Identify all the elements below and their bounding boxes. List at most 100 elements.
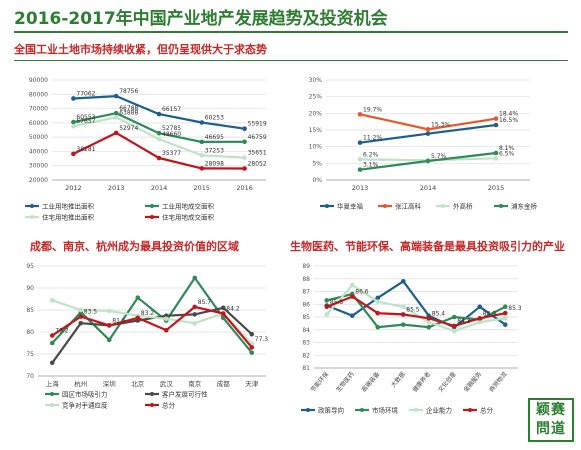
data-point xyxy=(375,310,381,316)
data-point xyxy=(163,327,169,333)
data-label: 6.2% xyxy=(363,151,379,158)
data-point xyxy=(220,305,226,311)
y-tick-label: 95 xyxy=(26,263,34,270)
legend-marker xyxy=(150,215,154,219)
x-tick-label: 大数据 xyxy=(389,370,407,389)
data-label: 48660 xyxy=(162,131,181,138)
data-point xyxy=(426,319,432,325)
data-label: 57657 xyxy=(76,118,95,125)
y-tick-label: 10% xyxy=(309,144,323,151)
data-point xyxy=(400,312,406,317)
data-label: 83.2 xyxy=(141,310,155,317)
data-point xyxy=(375,299,381,304)
data-point xyxy=(375,324,381,330)
y-tick-label: 88 xyxy=(302,276,310,283)
legend-marker xyxy=(414,408,418,412)
data-point xyxy=(324,304,330,310)
data-point xyxy=(49,298,55,303)
data-label: 84.9 xyxy=(483,310,497,317)
data-point xyxy=(199,120,205,125)
data-point xyxy=(357,157,363,162)
data-label: 86.6 xyxy=(355,289,369,296)
x-tick-label: 高端装备 xyxy=(360,370,382,394)
y-tick-label: 90000 xyxy=(29,77,48,84)
x-tick-label: 2015 xyxy=(194,184,211,192)
x-tick-label: 2013 xyxy=(108,184,125,192)
x-tick-label: 节能环保 xyxy=(309,370,331,394)
y-tick-label: 20000 xyxy=(29,177,48,184)
data-point xyxy=(163,316,169,322)
y-tick-label: 83 xyxy=(302,340,310,347)
legend-marker xyxy=(499,204,503,208)
data-point xyxy=(192,312,198,317)
data-label: 16.5% xyxy=(499,117,518,124)
legend-label: 企业能力 xyxy=(426,406,452,415)
data-point xyxy=(400,304,406,310)
y-tick-label: 25% xyxy=(309,94,323,101)
data-point xyxy=(477,304,483,310)
y-tick-label: 0% xyxy=(312,177,322,184)
data-label: 52974 xyxy=(119,125,138,132)
section-title-land: 全国工业土地市场持续收紧，但仍呈现供大于求态势 xyxy=(14,43,267,56)
y-tick-label: 90 xyxy=(26,285,34,292)
data-label: 83.5 xyxy=(84,309,98,316)
data-label: 79.2 xyxy=(55,328,69,335)
data-point xyxy=(426,324,432,330)
data-point xyxy=(135,315,141,321)
legend-label: 工业用地推出面积 xyxy=(42,202,95,211)
legend-marker xyxy=(150,204,154,208)
x-tick-label: 2014 xyxy=(420,184,437,192)
data-label: 78756 xyxy=(119,88,138,95)
data-point xyxy=(242,166,247,171)
y-tick-label: 30000 xyxy=(29,163,48,170)
y-tick-label: 20% xyxy=(309,110,323,117)
series-line-3 xyxy=(325,284,506,333)
data-point xyxy=(400,279,406,284)
x-tick-label: 武汉 xyxy=(160,379,174,388)
data-point xyxy=(242,139,247,145)
data-point xyxy=(192,304,198,310)
data-label: 11.2% xyxy=(363,135,382,142)
y-tick-label: 75 xyxy=(26,351,34,358)
data-point xyxy=(375,295,381,301)
data-label: 5.7% xyxy=(431,153,447,160)
data-point xyxy=(349,294,355,299)
y-tick-label: 60000 xyxy=(29,120,48,127)
data-label: 63888 xyxy=(119,109,138,116)
data-point xyxy=(156,136,162,142)
chart-industries: 81 82 83 84 85 86 87 88 89 节能环保 生物医药 高端装备 大数据 健康养老 文化创… xyxy=(301,263,522,415)
legend-label: 竞争对手通应度 xyxy=(62,401,108,410)
legend-label: 市场环境 xyxy=(372,406,399,415)
legend-marker xyxy=(383,204,387,208)
data-point xyxy=(71,151,76,157)
data-label: 18.4% xyxy=(499,111,518,118)
x-tick-label: 2015 xyxy=(488,184,505,192)
data-label: 28098 xyxy=(205,160,224,167)
data-point xyxy=(78,307,84,313)
legend-label: 华夏幸福 xyxy=(337,202,364,211)
data-point xyxy=(242,126,247,131)
data-point xyxy=(113,110,119,116)
x-tick-label: 金融服务 xyxy=(462,370,484,394)
x-tick-label: 成都 xyxy=(217,379,231,388)
data-point xyxy=(357,167,363,172)
x-tick-label: 2016 xyxy=(236,184,253,192)
legend-label: 政策导向 xyxy=(318,406,344,415)
data-point xyxy=(192,275,198,281)
y-tick-label: 40000 xyxy=(29,148,48,155)
x-tick-label: 2014 xyxy=(151,184,168,192)
y-tick-label: 15% xyxy=(309,127,323,134)
series-line-1 xyxy=(326,280,506,329)
data-point xyxy=(249,331,255,337)
data-label: 81.5 xyxy=(112,317,126,324)
x-tick-label: 北京 xyxy=(131,379,145,388)
data-label: 46759 xyxy=(248,134,267,141)
section-title-cities: 成都、南京、杭州成为最具投资价值的区域 xyxy=(30,240,239,253)
data-label: 28052 xyxy=(248,160,267,167)
legend-marker xyxy=(441,204,445,208)
data-point xyxy=(493,150,499,156)
data-point xyxy=(78,320,84,326)
data-point xyxy=(49,360,55,366)
data-point xyxy=(106,308,112,314)
x-tick-label: 上海 xyxy=(46,379,60,388)
